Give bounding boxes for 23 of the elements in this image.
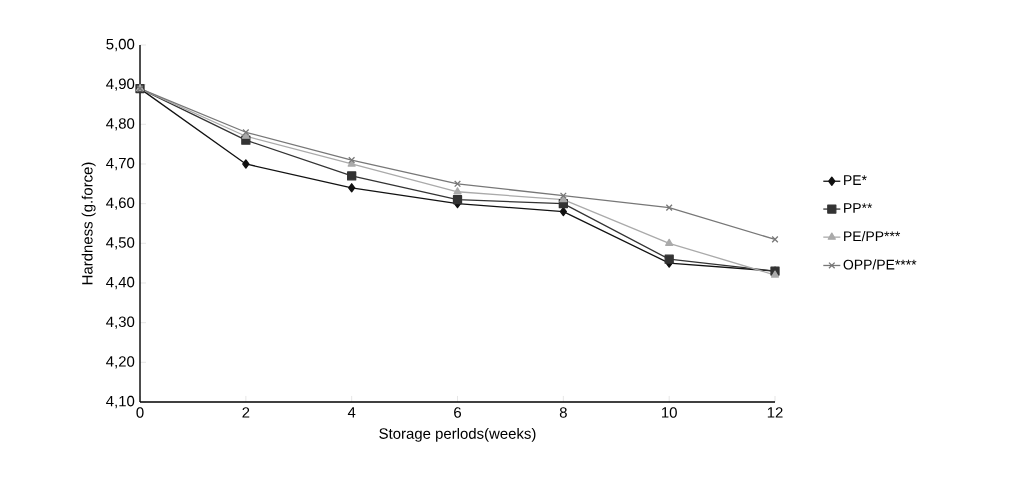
- y-tick-label: 4,40: [106, 276, 135, 290]
- legend-label: PE*: [844, 175, 867, 185]
- legend-label: PE/PP***: [844, 230, 901, 242]
- x-tick-label: 10: [662, 407, 677, 418]
- y-tick-label: 5,00: [106, 38, 135, 52]
- legend-label: PP**: [844, 203, 873, 213]
- y-tick-label: 4,10: [106, 395, 135, 409]
- y-tick-label: 4,80: [106, 118, 135, 131]
- y-tick-label: 4,90: [106, 78, 135, 91]
- legend-label: OPP/PE****: [843, 259, 917, 270]
- x-tick-label: 0: [136, 407, 144, 418]
- y-axis-title: Hardness (g.force): [81, 162, 96, 285]
- x-tick-label: 4: [347, 407, 356, 418]
- x-tick-label: 6: [454, 407, 462, 418]
- x-tick-label: 12: [767, 407, 783, 418]
- y-tick-label: 4,50: [106, 237, 135, 250]
- y-tick-label: 4,30: [106, 316, 135, 329]
- x-axis-title: Storage perlods(weeks): [379, 427, 536, 442]
- y-tick-label: 4,60: [106, 197, 135, 210]
- x-tick-label: 2: [242, 407, 250, 418]
- x-tick-label: 8: [559, 407, 567, 418]
- y-tick-label: 4,20: [106, 356, 135, 369]
- y-tick-label: 4,70: [106, 157, 135, 171]
